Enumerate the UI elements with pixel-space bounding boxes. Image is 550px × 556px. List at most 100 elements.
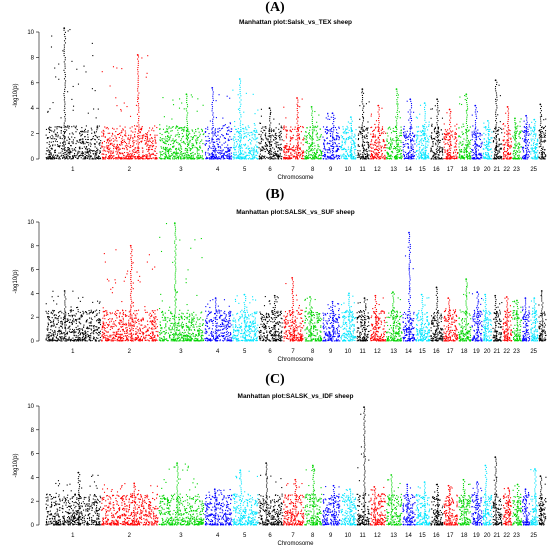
snp-point — [359, 150, 361, 152]
snp-point — [50, 154, 52, 156]
snp-point — [357, 150, 359, 152]
snp-point — [372, 130, 374, 132]
snp-point — [447, 139, 449, 141]
snp-point — [506, 157, 508, 159]
snp-point — [343, 156, 345, 158]
snp-point — [179, 98, 181, 100]
snp-point — [279, 152, 281, 154]
snp-point — [361, 126, 364, 128]
snp-point — [185, 130, 188, 132]
snp-point — [260, 140, 262, 142]
snp-point — [342, 136, 344, 138]
snp-point — [361, 128, 363, 130]
snp-point — [137, 132, 139, 134]
snp-point — [336, 149, 338, 151]
snp-point — [487, 156, 490, 158]
snp-point — [454, 149, 456, 151]
snp-point — [332, 143, 334, 145]
snp-point — [275, 144, 277, 146]
snp-point — [226, 146, 228, 148]
snp-point — [461, 155, 463, 157]
snp-point — [315, 156, 317, 158]
snp-point — [424, 156, 426, 158]
snp-point — [130, 130, 132, 132]
snp-point — [233, 153, 235, 156]
snp-point — [191, 152, 193, 154]
snp-point — [235, 154, 237, 156]
snp-point — [288, 145, 290, 148]
snp-point — [88, 158, 90, 160]
snp-point — [472, 133, 475, 135]
snp-point — [425, 104, 427, 106]
snp-point — [495, 154, 497, 156]
snp-point — [296, 128, 298, 130]
snp-point — [123, 158, 125, 160]
snp-point — [326, 155, 328, 157]
snp-point — [363, 153, 365, 155]
snp-point — [386, 151, 388, 153]
snp-point — [188, 157, 190, 159]
snp-point — [445, 135, 447, 137]
snp-point — [64, 42, 67, 44]
snp-point — [472, 158, 474, 160]
snp-point — [147, 150, 149, 152]
snp-point — [256, 145, 258, 148]
snp-point — [251, 147, 253, 149]
snp-point — [147, 148, 150, 151]
snp-point — [279, 154, 281, 156]
snp-point — [183, 130, 185, 132]
snp-point — [101, 146, 103, 148]
snp-point — [433, 137, 435, 140]
snp-point — [472, 157, 474, 159]
snp-point — [262, 146, 264, 148]
snp-point — [488, 122, 490, 124]
snp-point — [475, 126, 477, 128]
snp-point — [127, 145, 129, 147]
snp-point — [140, 140, 142, 143]
snp-point — [332, 139, 334, 141]
snp-point — [488, 154, 490, 156]
snp-point — [85, 152, 87, 154]
snp-point — [303, 137, 305, 139]
snp-point — [425, 150, 427, 152]
snp-point — [136, 143, 138, 145]
snp-point — [339, 158, 341, 160]
snp-point — [81, 141, 83, 143]
snp-point — [208, 145, 210, 147]
snp-point — [96, 141, 98, 143]
snp-point — [94, 152, 96, 154]
snp-point — [60, 117, 62, 119]
snp-point — [56, 154, 58, 156]
snp-point — [335, 156, 337, 158]
snp-point — [364, 137, 366, 139]
snp-point — [95, 156, 98, 158]
snp-point — [279, 136, 281, 138]
snp-point — [341, 144, 343, 146]
snp-point — [52, 138, 54, 140]
snp-point — [126, 152, 128, 154]
snp-point — [450, 111, 452, 113]
snp-point — [222, 158, 224, 160]
snp-point — [503, 140, 505, 142]
snp-point — [413, 136, 415, 138]
snp-point — [495, 144, 497, 147]
snp-point — [432, 138, 434, 140]
snp-point — [435, 144, 437, 146]
snp-point — [487, 153, 489, 155]
snp-point — [186, 155, 188, 157]
snp-point — [437, 107, 439, 109]
snp-point — [187, 157, 189, 159]
snp-point — [238, 133, 240, 135]
snp-point — [490, 137, 492, 139]
snp-point — [136, 158, 138, 160]
snp-point — [504, 143, 506, 145]
snp-point — [116, 140, 118, 142]
snp-point — [72, 156, 75, 158]
snp-point — [63, 33, 66, 36]
snp-point — [364, 136, 366, 138]
snp-point — [350, 126, 352, 129]
snp-point — [71, 151, 73, 153]
snp-point — [382, 128, 384, 130]
snp-point — [277, 155, 279, 157]
snp-point — [424, 111, 426, 113]
